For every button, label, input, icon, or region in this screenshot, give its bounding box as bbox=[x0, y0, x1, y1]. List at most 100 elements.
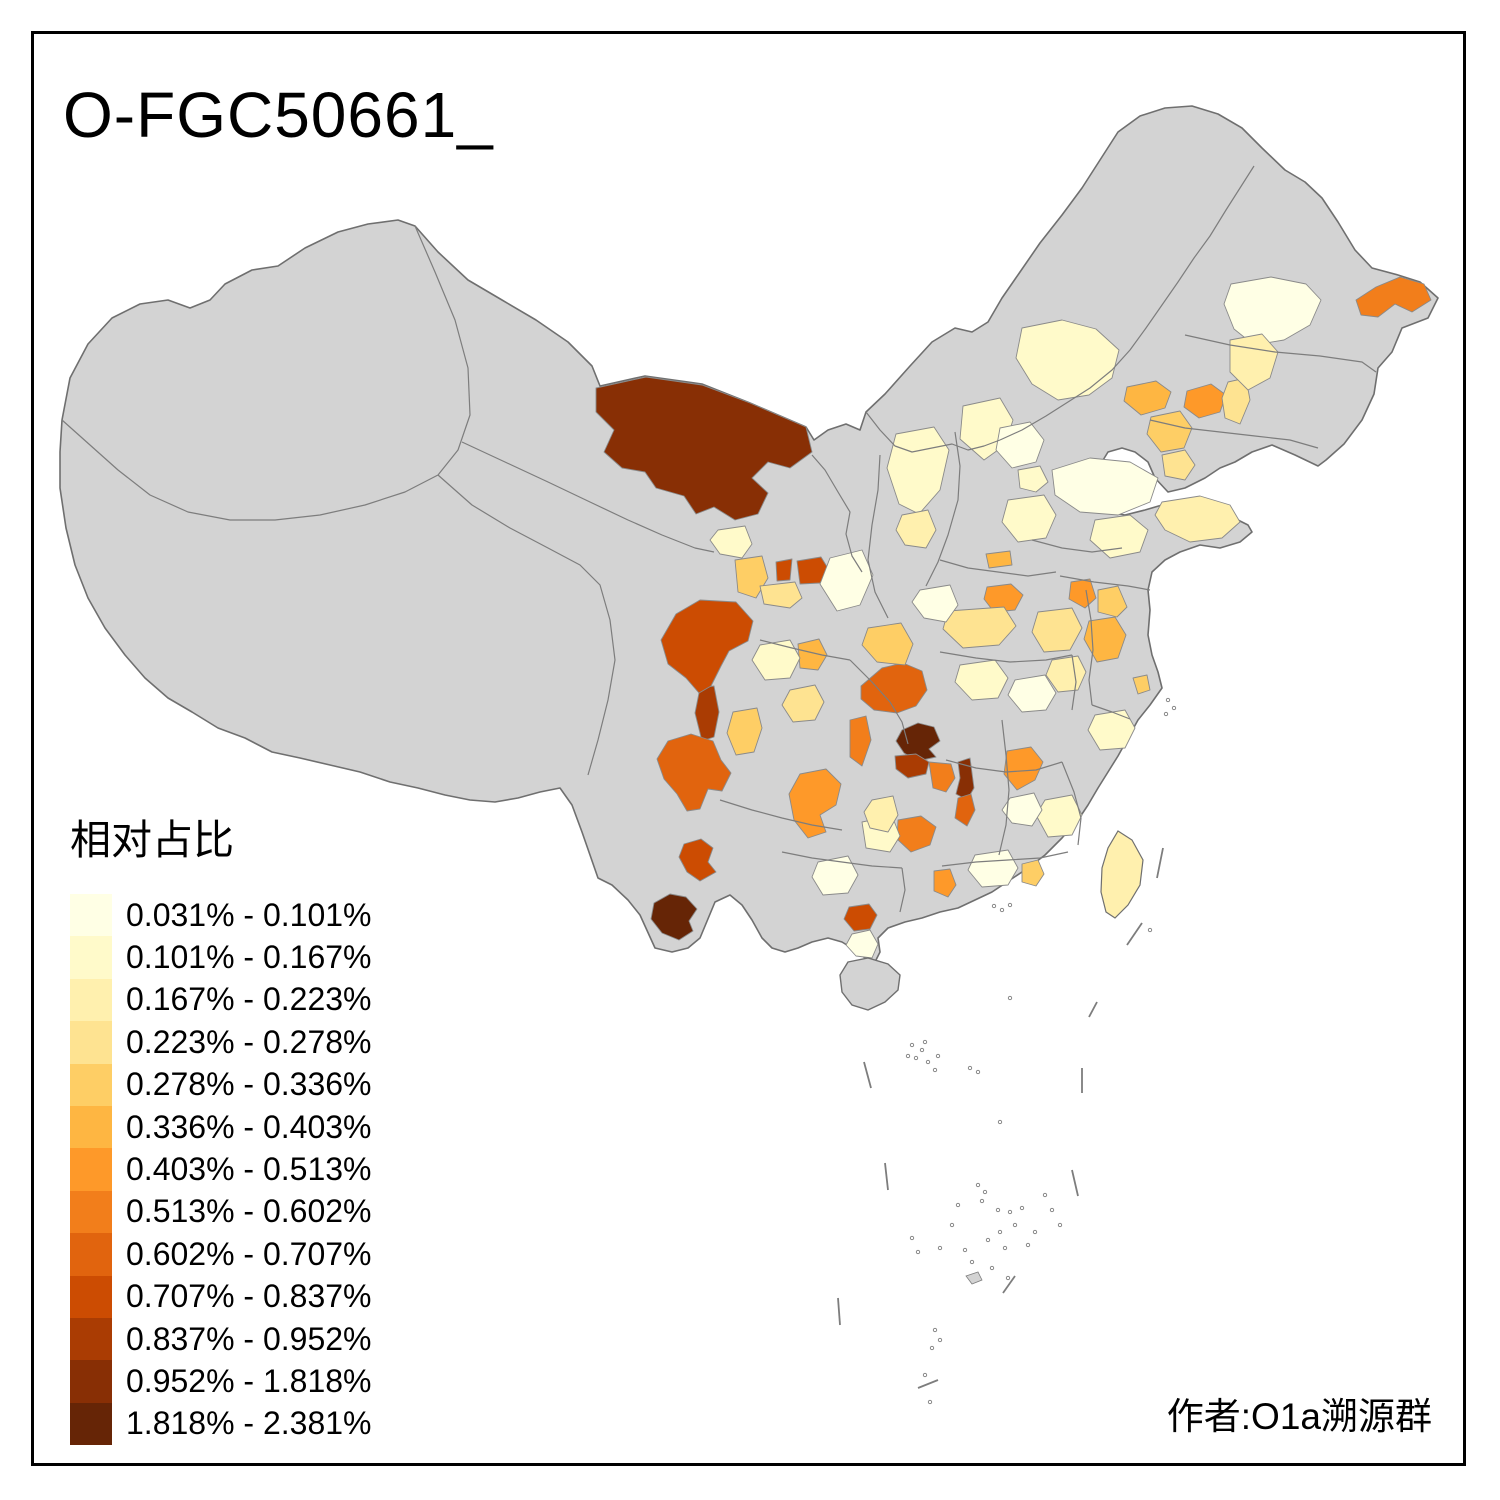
small-island-dot bbox=[915, 1249, 921, 1255]
map-region-qingyuan bbox=[967, 849, 1019, 888]
small-island-dot bbox=[975, 1182, 981, 1188]
small-island-dot bbox=[1163, 711, 1169, 717]
map-region-beijing bbox=[995, 421, 1045, 469]
map-region-liangshan bbox=[656, 733, 732, 812]
small-island-dot bbox=[1147, 927, 1153, 933]
province-boundary-7 bbox=[999, 165, 1255, 441]
legend-label: 0.223% - 0.278% bbox=[126, 1023, 372, 1060]
attribution-text: 作者:O1a溯源群 bbox=[1166, 1396, 1432, 1437]
map-region-neijiang bbox=[726, 707, 763, 756]
map-region-jiujiang bbox=[1003, 746, 1044, 791]
map-region-ningxia-west bbox=[775, 558, 793, 582]
legend-row-4: 0.223% - 0.278% bbox=[70, 1021, 372, 1064]
small-island-dot bbox=[922, 1372, 928, 1378]
small-island-dot bbox=[937, 1337, 943, 1343]
map-region-langfang bbox=[1017, 465, 1049, 493]
map-region-lianyungang bbox=[1068, 578, 1097, 609]
province-boundary-6 bbox=[865, 411, 1001, 453]
map-region-chongqing-south bbox=[894, 753, 930, 779]
province-boundary-21 bbox=[899, 867, 906, 913]
legend-swatch bbox=[70, 936, 112, 979]
legend-row-6: 0.336% - 0.403% bbox=[70, 1105, 372, 1149]
legend-label: 0.707% - 0.837% bbox=[126, 1278, 372, 1315]
small-island-dot bbox=[1005, 1275, 1011, 1281]
map-region-baoji bbox=[861, 622, 914, 666]
legend-swatch bbox=[70, 1021, 112, 1064]
legend-swatch bbox=[70, 1275, 112, 1318]
map-region-chaoyang bbox=[1123, 380, 1172, 416]
small-island-dot bbox=[1012, 1222, 1018, 1228]
map-region-zhengzhou bbox=[983, 583, 1024, 613]
province-boundary-15 bbox=[939, 651, 1073, 663]
legend-row-7: 0.403% - 0.513% bbox=[70, 1148, 372, 1191]
small-island-dot bbox=[997, 1119, 1003, 1125]
small-island-dot bbox=[909, 1042, 915, 1048]
legend-label: 0.101% - 0.167% bbox=[126, 939, 372, 976]
map-region-hefei bbox=[1031, 607, 1083, 653]
legend-row-9: 0.602% - 0.707% bbox=[70, 1233, 372, 1276]
small-island-dot bbox=[1042, 1192, 1048, 1198]
map-region-yongzhou bbox=[933, 868, 957, 898]
mainland-china-shape bbox=[59, 105, 1439, 963]
legend-label: 0.278% - 0.336% bbox=[126, 1066, 372, 1103]
small-island-dot bbox=[995, 1207, 1001, 1213]
legend-swatch bbox=[70, 1105, 112, 1149]
small-island-dot bbox=[927, 1399, 933, 1405]
province-boundary-5 bbox=[811, 454, 863, 573]
map-region-dalian bbox=[1161, 449, 1196, 481]
province-boundary-3 bbox=[437, 474, 616, 776]
small-island-dot bbox=[1025, 1242, 1031, 1248]
small-island-dot bbox=[932, 1067, 938, 1073]
small-island-dot bbox=[1007, 995, 1013, 1001]
map-region-jiamusi bbox=[1355, 276, 1432, 318]
map-region-sanmenxia bbox=[985, 550, 1013, 569]
small-island-dot bbox=[929, 1345, 935, 1351]
legend-swatch bbox=[70, 1063, 112, 1106]
small-island-dot bbox=[1049, 1207, 1055, 1213]
sea-boundary-dash-6 bbox=[884, 1162, 889, 1191]
map-region-yancheng bbox=[1097, 585, 1128, 618]
map-region-chaoshan bbox=[1021, 859, 1045, 887]
map-region-yantai bbox=[1154, 495, 1241, 543]
small-island-dot bbox=[997, 1229, 1003, 1235]
map-region-yunnan-south-dark bbox=[650, 893, 698, 941]
small-island-dot bbox=[949, 1222, 955, 1228]
province-boundary-9 bbox=[1149, 419, 1319, 449]
small-island-dot bbox=[955, 1202, 961, 1208]
map-region-wuwei bbox=[709, 525, 753, 559]
map-region-changzhou bbox=[1132, 674, 1151, 695]
map-region-aba bbox=[660, 599, 754, 694]
legend-row-12: 0.952% - 1.818% bbox=[70, 1360, 372, 1403]
small-island-dot bbox=[922, 1039, 928, 1045]
map-region-luzhou bbox=[849, 715, 872, 767]
map-region-guizhou-east bbox=[928, 761, 956, 793]
province-boundary-8 bbox=[1184, 334, 1377, 373]
small-island-dot bbox=[967, 1065, 973, 1071]
map-region-jinan bbox=[1089, 514, 1149, 559]
small-island-dot bbox=[962, 1247, 968, 1253]
legend-row-11: 0.837% - 0.952% bbox=[70, 1317, 372, 1361]
legend-entries: 0.031% - 0.101% 0.101% - 0.167% 0.167% - 0… bbox=[70, 894, 372, 1446]
small-island-dot bbox=[969, 1259, 975, 1265]
map-region-bazhong bbox=[781, 684, 825, 723]
legend-swatch bbox=[70, 1360, 112, 1403]
province-boundary-23 bbox=[1061, 761, 1082, 846]
map-region-chongqing-west bbox=[860, 662, 928, 714]
legend-swatch bbox=[70, 1317, 112, 1361]
map-region-fushun bbox=[1183, 383, 1227, 419]
legend-swatch bbox=[70, 894, 112, 937]
map-region-cangzhou bbox=[1051, 457, 1159, 516]
reef-shape bbox=[965, 1271, 983, 1285]
province-boundary-13 bbox=[1031, 539, 1123, 553]
small-island-dot bbox=[1057, 1222, 1063, 1228]
map-region-shijiazhuang bbox=[1001, 494, 1057, 543]
map-region-yunnan-mid bbox=[678, 838, 717, 882]
map-region-yanan bbox=[819, 549, 874, 612]
sea-boundary-dash-3 bbox=[1126, 922, 1143, 946]
province-boundary-12 bbox=[939, 559, 1057, 577]
province-boundary-26 bbox=[1091, 704, 1131, 720]
province-boundary-17 bbox=[759, 639, 851, 661]
map-region-fuzhou-jx bbox=[1001, 792, 1043, 827]
map-region-suihua bbox=[1223, 276, 1322, 346]
small-island-dot bbox=[991, 903, 997, 909]
